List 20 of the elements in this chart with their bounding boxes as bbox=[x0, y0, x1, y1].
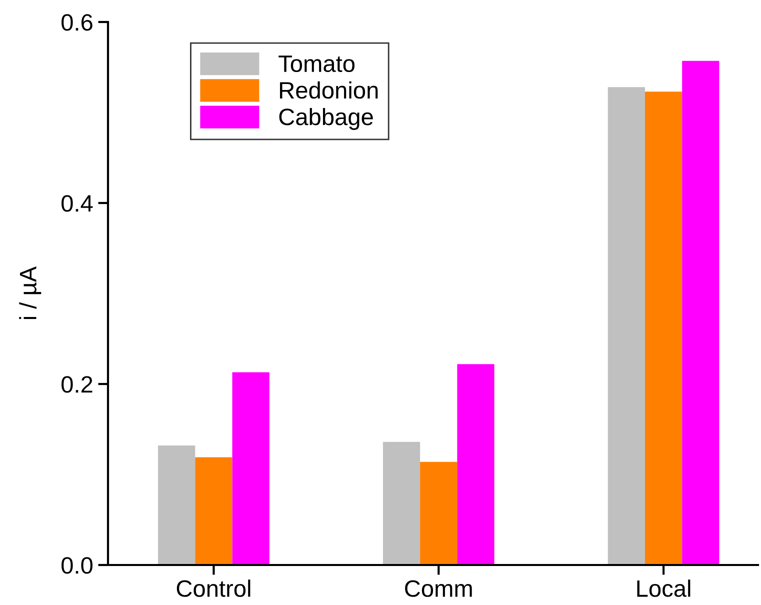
legend-label: Tomato bbox=[278, 56, 355, 72]
bar bbox=[195, 457, 232, 565]
y-tick-label: 0.0 bbox=[62, 557, 92, 574]
y-axis-title: i / µA bbox=[19, 266, 42, 320]
legend-label: Redonion bbox=[280, 81, 378, 99]
bar bbox=[158, 446, 196, 565]
x-tick-label: Comm bbox=[405, 580, 472, 597]
x-tick-label: Local bbox=[637, 580, 690, 597]
bar bbox=[232, 372, 270, 565]
bar bbox=[644, 92, 682, 565]
legend-label: Cabbage bbox=[279, 108, 373, 130]
y-tick-label: 0.2 bbox=[62, 376, 92, 393]
bar bbox=[457, 364, 494, 565]
bar bbox=[682, 60, 720, 565]
y-tick-label: 0.4 bbox=[62, 195, 93, 212]
bar bbox=[420, 462, 458, 565]
bar bbox=[382, 442, 420, 565]
bar bbox=[608, 87, 645, 565]
y-tick-label: 0.6 bbox=[62, 14, 92, 31]
x-tick-label: Control bbox=[176, 580, 250, 597]
